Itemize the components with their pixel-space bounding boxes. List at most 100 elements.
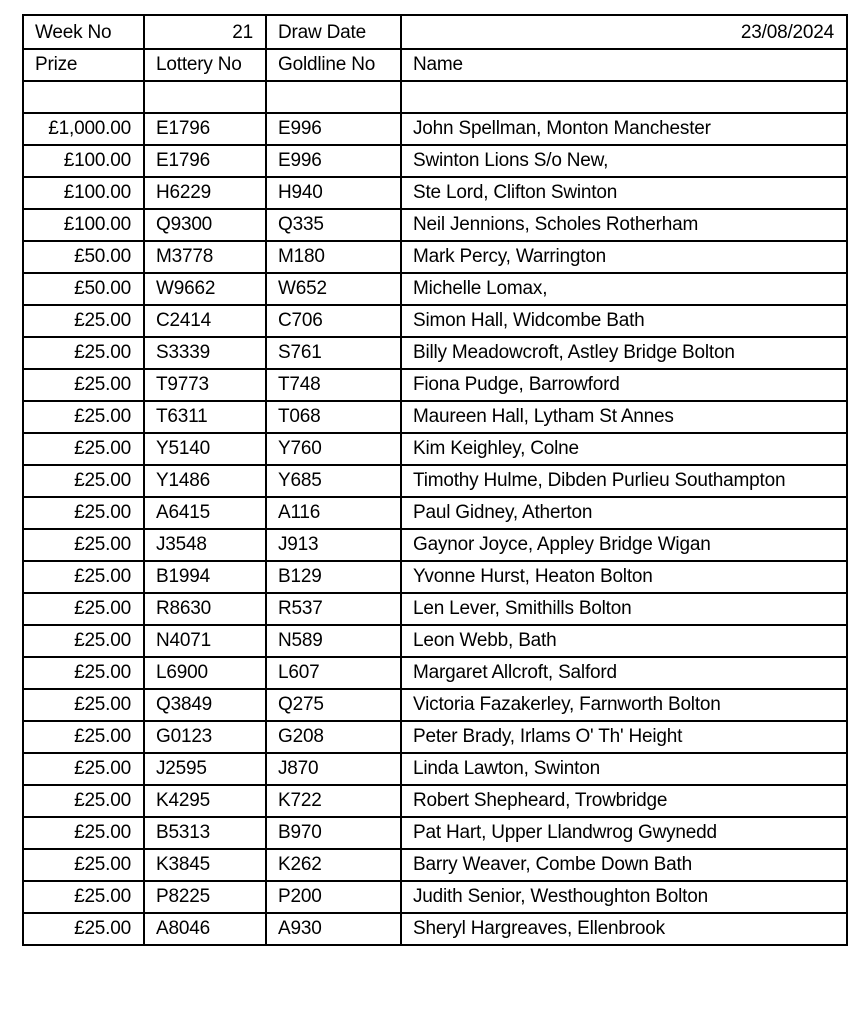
- goldline-no-cell: P200: [265, 880, 402, 914]
- column-header-goldline-no: Goldline No: [265, 48, 402, 82]
- lottery-no-cell: Y1486: [143, 464, 267, 498]
- prize-cell: £25.00: [22, 784, 145, 818]
- lottery-no-cell: K4295: [143, 784, 267, 818]
- prize-cell: £25.00: [22, 624, 145, 658]
- table-row: £25.00 A8046 A930 Sheryl Hargreaves, Ellenb…: [22, 912, 848, 946]
- draw-date-value: 23/08/2024: [400, 14, 848, 50]
- prize-cell: £25.00: [22, 752, 145, 786]
- table-row: £1,000.00 E1796 E996 John Spellman, Monton …: [22, 112, 848, 146]
- week-label: Week No: [22, 14, 145, 50]
- goldline-no-cell: Q275: [265, 688, 402, 722]
- name-cell: Kim Keighley, Colne: [400, 432, 848, 466]
- table-row: £25.00 T6311 T068 Maureen Hall, Lytham St A…: [22, 400, 848, 434]
- lottery-no-cell: C2414: [143, 304, 267, 338]
- name-cell: Victoria Fazakerley, Farnworth Bolton: [400, 688, 848, 722]
- prize-cell: £25.00: [22, 656, 145, 690]
- prize-cell: £25.00: [22, 816, 145, 850]
- goldline-no-cell: T748: [265, 368, 402, 402]
- column-header-prize: Prize: [22, 48, 145, 82]
- prize-cell: £25.00: [22, 496, 145, 530]
- name-cell: Peter Brady, Irlams O' Th' Height: [400, 720, 848, 754]
- table-row: £25.00 B1994 B129 Yvonne Hurst, Heaton Bolt…: [22, 560, 848, 594]
- goldline-no-cell: C706: [265, 304, 402, 338]
- table-row: £25.00 T9773 T748 Fiona Pudge, Barrowford: [22, 368, 848, 402]
- name-cell: Margaret Allcroft, Salford: [400, 656, 848, 690]
- blank-cell: [400, 80, 848, 114]
- table-row: £25.00 Y1486 Y685 Timothy Hulme, Dibden Pur…: [22, 464, 848, 498]
- prize-cell: £100.00: [22, 176, 145, 210]
- lottery-no-cell: Y5140: [143, 432, 267, 466]
- goldline-no-cell: T068: [265, 400, 402, 434]
- lottery-no-cell: N4071: [143, 624, 267, 658]
- name-cell: Simon Hall, Widcombe Bath: [400, 304, 848, 338]
- name-cell: Yvonne Hurst, Heaton Bolton: [400, 560, 848, 594]
- table-row: £25.00 P8225 P200 Judith Senior, Westhought…: [22, 880, 848, 914]
- goldline-no-cell: R537: [265, 592, 402, 626]
- name-cell: Leon Webb, Bath: [400, 624, 848, 658]
- prize-cell: £25.00: [22, 880, 145, 914]
- name-cell: Linda Lawton, Swinton: [400, 752, 848, 786]
- prize-cell: £50.00: [22, 240, 145, 274]
- table-row: £25.00 K4295 K722 Robert Shepheard, Trowbri…: [22, 784, 848, 818]
- name-cell: Mark Percy, Warrington: [400, 240, 848, 274]
- name-cell: Judith Senior, Westhoughton Bolton: [400, 880, 848, 914]
- table-row: £25.00 K3845 K262 Barry Weaver, Combe Down …: [22, 848, 848, 882]
- lottery-no-cell: R8630: [143, 592, 267, 626]
- goldline-no-cell: H940: [265, 176, 402, 210]
- prize-cell: £100.00: [22, 208, 145, 242]
- prize-cell: £1,000.00: [22, 112, 145, 146]
- column-header-name: Name: [400, 48, 848, 82]
- name-cell: Neil Jennions, Scholes Rotherham: [400, 208, 848, 242]
- name-cell: Ste Lord, Clifton Swinton: [400, 176, 848, 210]
- column-header-lottery-no: Lottery No: [143, 48, 267, 82]
- name-cell: Billy Meadowcroft, Astley Bridge Bolton: [400, 336, 848, 370]
- prize-cell: £25.00: [22, 464, 145, 498]
- lottery-no-cell: W9662: [143, 272, 267, 306]
- lottery-no-cell: P8225: [143, 880, 267, 914]
- table-row: £25.00 C2414 C706 Simon Hall, Widcombe Bath: [22, 304, 848, 338]
- lottery-no-cell: K3845: [143, 848, 267, 882]
- goldline-no-cell: L607: [265, 656, 402, 690]
- prize-cell: £25.00: [22, 432, 145, 466]
- week-value: 21: [143, 14, 267, 50]
- table-row: £25.00 L6900 L607 Margaret Allcroft, Salfor…: [22, 656, 848, 690]
- name-cell: Paul Gidney, Atherton: [400, 496, 848, 530]
- prize-cell: £25.00: [22, 592, 145, 626]
- table-row: £25.00 N4071 N589 Leon Webb, Bath: [22, 624, 848, 658]
- table-row: £25.00 G0123 G208 Peter Brady, Irlams O' Th…: [22, 720, 848, 754]
- lottery-no-cell: L6900: [143, 656, 267, 690]
- blank-row: [22, 80, 848, 114]
- prize-cell: £25.00: [22, 368, 145, 402]
- prize-cell: £25.00: [22, 336, 145, 370]
- prize-cell: £25.00: [22, 400, 145, 434]
- goldline-no-cell: B970: [265, 816, 402, 850]
- table-row: £100.00 H6229 H940 Ste Lord, Clifton Swinto…: [22, 176, 848, 210]
- goldline-no-cell: J913: [265, 528, 402, 562]
- blank-cell: [143, 80, 267, 114]
- goldline-no-cell: N589: [265, 624, 402, 658]
- results-table: Week No 21 Draw Date 23/08/2024 Prize Lo…: [22, 14, 848, 946]
- blank-cell: [265, 80, 402, 114]
- lottery-no-cell: E1796: [143, 144, 267, 178]
- blank-cell: [22, 80, 145, 114]
- name-cell: Gaynor Joyce, Appley Bridge Wigan: [400, 528, 848, 562]
- table-row: £25.00 S3339 S761 Billy Meadowcroft, Astley…: [22, 336, 848, 370]
- table-row: £50.00 W9662 W652 Michelle Lomax,: [22, 272, 848, 306]
- prize-cell: £100.00: [22, 144, 145, 178]
- column-header-row: Prize Lottery No Goldline No Name: [22, 48, 848, 82]
- prize-cell: £25.00: [22, 848, 145, 882]
- goldline-no-cell: S761: [265, 336, 402, 370]
- table-row: £25.00 A6415 A116 Paul Gidney, Atherton: [22, 496, 848, 530]
- goldline-no-cell: E996: [265, 112, 402, 146]
- goldline-no-cell: Q335: [265, 208, 402, 242]
- goldline-no-cell: B129: [265, 560, 402, 594]
- lottery-no-cell: B5313: [143, 816, 267, 850]
- name-cell: Sheryl Hargreaves, Ellenbrook: [400, 912, 848, 946]
- prize-cell: £25.00: [22, 528, 145, 562]
- lottery-no-cell: H6229: [143, 176, 267, 210]
- prize-cell: £25.00: [22, 912, 145, 946]
- goldline-no-cell: A930: [265, 912, 402, 946]
- table-row: £25.00 J2595 J870 Linda Lawton, Swinton: [22, 752, 848, 786]
- table-row: £25.00 J3548 J913 Gaynor Joyce, Appley Brid…: [22, 528, 848, 562]
- name-cell: Maureen Hall, Lytham St Annes: [400, 400, 848, 434]
